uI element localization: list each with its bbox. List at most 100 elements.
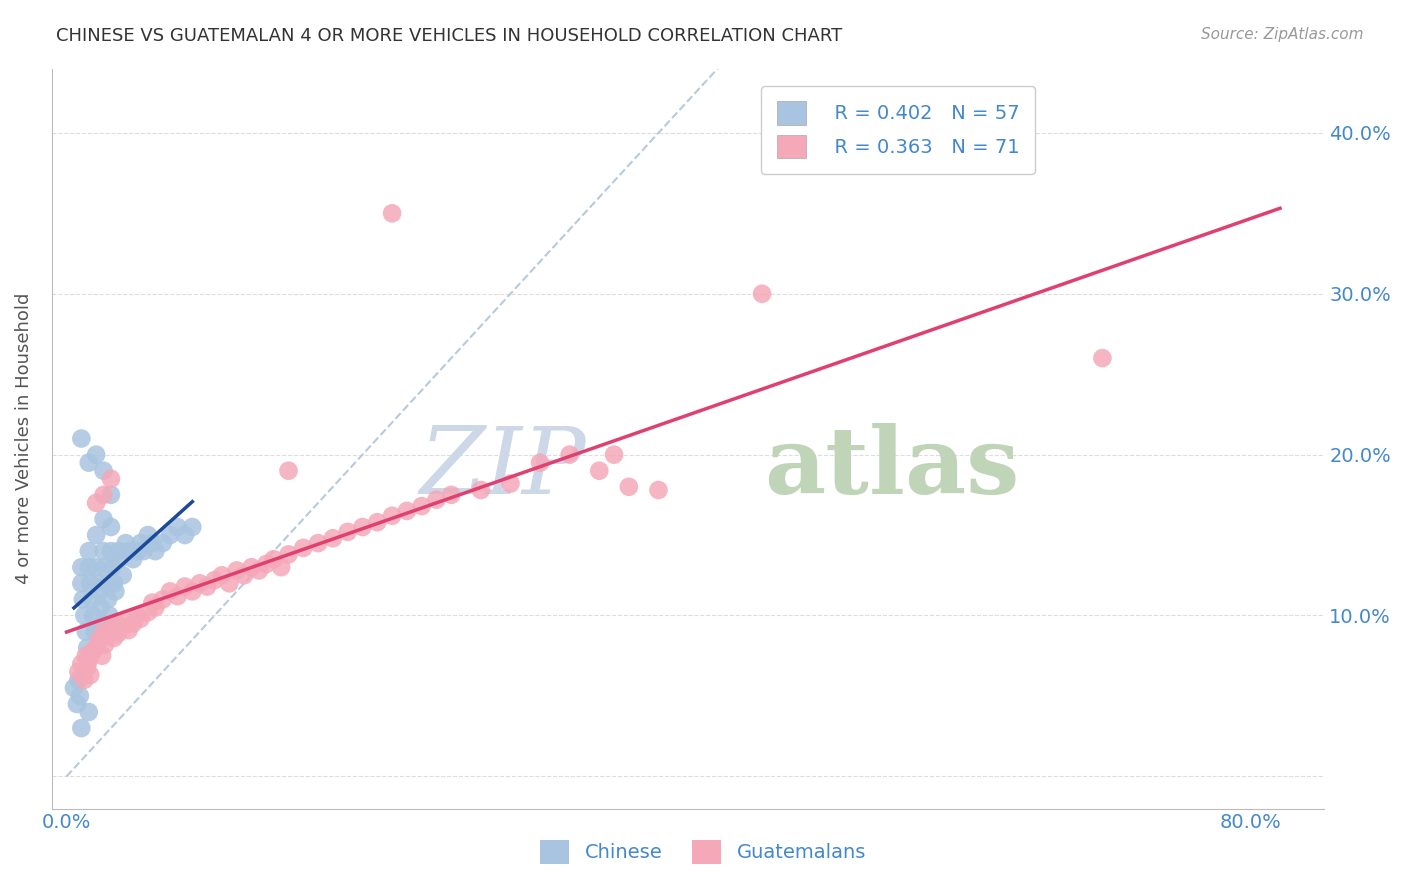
Point [322,531,344,545]
Point [247,564,270,578]
Point [80,592,103,607]
Point [263,552,285,566]
Point [93,624,115,639]
Text: ZIP: ZIP [419,423,586,513]
Point [77,456,100,470]
Point [111,568,134,582]
Point [77,560,100,574]
Point [204,573,226,587]
Point [440,488,463,502]
Point [97,592,120,607]
Point [93,512,115,526]
Point [93,464,115,478]
Point [1091,351,1114,365]
Point [141,596,163,610]
Point [159,528,181,542]
Point [86,576,108,591]
Point [87,584,110,599]
Point [97,628,120,642]
Point [70,576,93,591]
Point [381,206,404,220]
Text: Source: ZipAtlas.com: Source: ZipAtlas.com [1201,27,1364,42]
Point [100,621,122,635]
Point [118,544,141,558]
Point [381,508,404,523]
Point [100,488,122,502]
Point [136,528,159,542]
Point [100,544,122,558]
Point [103,631,125,645]
Point [352,520,374,534]
Legend:   R = 0.402   N = 57,   R = 0.363   N = 71: R = 0.402 N = 57, R = 0.363 N = 71 [761,86,1035,174]
Text: CHINESE VS GUATEMALAN 4 OR MORE VEHICLES IN HOUSEHOLD CORRELATION CHART: CHINESE VS GUATEMALAN 4 OR MORE VEHICLES… [56,27,842,45]
Point [129,536,152,550]
Point [94,560,117,574]
Point [470,483,492,497]
Point [101,560,124,574]
Point [188,576,211,591]
Point [111,620,134,634]
Point [603,448,626,462]
Point [132,544,155,558]
Point [79,668,101,682]
Point [69,689,91,703]
Point [87,632,110,647]
Point [143,544,166,558]
Point [107,626,129,640]
Legend: Chinese, Guatemalans: Chinese, Guatemalans [530,830,876,873]
Point [114,613,136,627]
Point [499,476,522,491]
Point [307,536,329,550]
Point [211,568,233,582]
Point [73,608,96,623]
Point [82,608,104,623]
Point [77,705,100,719]
Point [143,600,166,615]
Point [79,576,101,591]
Point [166,520,188,534]
Point [141,536,163,550]
Point [91,616,114,631]
Point [254,557,277,571]
Point [76,640,98,655]
Point [72,592,94,607]
Point [107,544,129,558]
Point [647,483,669,497]
Point [751,286,773,301]
Point [277,547,299,561]
Point [70,560,93,574]
Point [84,560,107,574]
Point [558,448,581,462]
Point [67,665,90,679]
Point [70,721,93,735]
Point [152,536,174,550]
Point [67,673,90,687]
Point [94,637,117,651]
Point [366,515,388,529]
Text: atlas: atlas [765,423,1019,513]
Point [270,560,292,574]
Point [588,464,610,478]
Point [104,584,127,599]
Point [98,608,121,623]
Point [411,499,433,513]
Point [395,504,418,518]
Point [122,552,145,566]
Point [181,520,204,534]
Y-axis label: 4 or more Vehicles in Household: 4 or more Vehicles in Household [15,293,32,584]
Point [233,568,256,582]
Point [76,660,98,674]
Point [195,580,218,594]
Point [218,576,240,591]
Point [75,648,97,663]
Point [617,480,640,494]
Point [84,528,107,542]
Point [529,456,551,470]
Point [100,520,122,534]
Point [240,560,263,574]
Point [91,648,114,663]
Point [82,644,104,658]
Point [96,576,118,591]
Point [127,608,149,623]
Point [70,432,93,446]
